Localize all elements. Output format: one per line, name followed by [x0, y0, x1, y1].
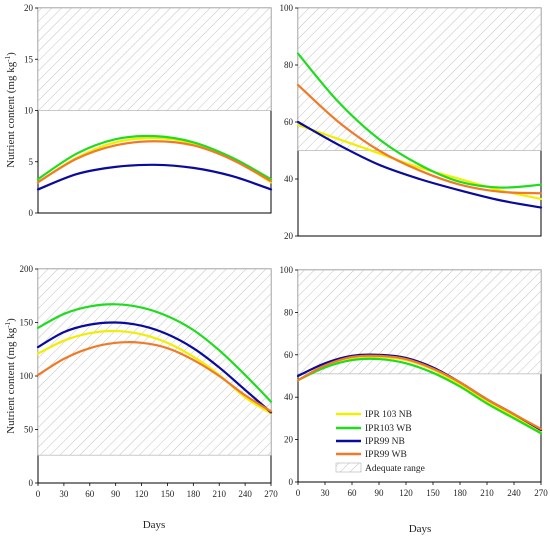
x-axis-title-right: Days: [409, 523, 432, 535]
panel-fe-series-ipr99-wb: [36, 341, 273, 413]
panel-b-ytick-label: 20: [284, 435, 294, 445]
legend-label-ipr99-wb: IPR99 WB: [365, 450, 407, 460]
panel-cu-adequate-range-band: [37, 7, 272, 111]
panel-cu-ytick-label: 15: [24, 54, 34, 64]
x-axis-title-left: Days: [143, 519, 166, 531]
legend-label-adequate-range: Adequate range: [365, 464, 425, 474]
panel-b-xtick-label: 0: [296, 488, 301, 498]
panel-cu-ytick-label: 10: [24, 106, 34, 116]
panel-fe-ytick-label: 150: [20, 318, 34, 328]
panel-cu-ytick-label: 0: [29, 208, 34, 218]
panel-b-xtick-label: 90: [375, 488, 385, 498]
panel-fe-xtick-label: 270: [264, 489, 278, 499]
panel-b-xtick-label: 120: [399, 488, 413, 498]
panel-fe-xtick-label: 120: [135, 489, 149, 499]
panel-fe-adequate-range-band: [37, 268, 272, 456]
panel-mn-marks: 20 40 60 80 100: [280, 3, 543, 241]
legend-label-ipr99-nb: IPR99 NB: [365, 437, 405, 447]
panel-fe-xtick-label: 30: [59, 489, 69, 499]
panel-fe-ytick-label: 50: [24, 425, 34, 435]
panel-cu-marks: 0 5 10 15 20: [24, 3, 273, 218]
panel-b-xtick-label: 240: [507, 488, 521, 498]
panel-cu-ytick-label: 20: [24, 3, 34, 13]
panel-b-ytick-label: 40: [284, 392, 294, 402]
panel-fe-series-ipr103-wb: [36, 303, 273, 403]
panel-cu-series-ipr99-nb: [36, 163, 273, 191]
panel-mn-series-ipr103-wb: [296, 52, 543, 189]
panel-b-xtick-label: 60: [348, 488, 358, 498]
panel-mn-ytick-label: 20: [284, 231, 294, 241]
panel-b-ytick-label: 0: [289, 477, 294, 487]
panel-cu-series-ipr103-wb: [36, 134, 273, 181]
panel-b-ytick-label: 100: [280, 265, 294, 275]
panel-fe-ytick-label: 200: [20, 264, 34, 274]
panel-b-series-ipr103-wb: [296, 357, 543, 435]
panel-fe-xtick-label: 60: [85, 489, 95, 499]
panel-mn-series-ipr99-nb: [296, 120, 543, 209]
panel-b-ytick-label: 60: [284, 350, 294, 360]
panel-mn-adequate-range-band: [297, 7, 542, 151]
panel-fe-ytick-label: 100: [20, 371, 34, 381]
panel-mn-ytick-label: 60: [284, 117, 294, 127]
panel-fe-xtick-label: 240: [238, 489, 252, 499]
panel-mn-series-ipr103-nb: [296, 123, 543, 201]
panel-b-xtick-label: 270: [534, 488, 548, 498]
panel-fe-series-ipr99-nb: [36, 321, 273, 414]
panel-b-adequate-range-band: [297, 269, 542, 375]
panel-cu-ytick-label: 5: [29, 157, 34, 167]
panel-fe-xtick-label: 210: [212, 489, 226, 499]
panel-cu-series-ipr99-wb: [36, 140, 273, 184]
panel-fe-xtick-label: 150: [161, 489, 175, 499]
panel-fe-ytick-label: 0: [29, 478, 34, 488]
panel-b-series-ipr99-wb: [296, 354, 543, 431]
panel-b-xtick-label: 30: [321, 488, 331, 498]
panel-fe-xtick-label: 90: [111, 489, 121, 499]
panel-b-marks: 0 20 40 60 80 100 0 30 60 90 120 150 180 210 240 270: [280, 265, 549, 498]
panel-fe-xtick-label: 180: [187, 489, 201, 499]
panel-mn-series-ipr99-wb: [296, 83, 543, 195]
panel-b-xtick-label: 150: [426, 488, 440, 498]
legend-swatch-adequate-range: [335, 462, 362, 473]
y-axis-title-bottom: Nutrient content (mg kg-1): [4, 318, 17, 434]
legend-label-ipr103-wb: IPR103 WB: [365, 424, 412, 434]
panel-fe-xtick-label: 0: [36, 489, 41, 499]
y-axis-title-top: Nutrient content (mg kg-1): [4, 52, 17, 168]
legend-label-ipr103-nb: IPR 103 NB: [365, 410, 412, 420]
panel-mn-ytick-label: 80: [284, 60, 294, 70]
panel-mn-ytick-label: 40: [284, 174, 294, 184]
panel-b-xtick-label: 210: [480, 488, 494, 498]
panel-fe-marks: 0 50 100 150 200 0 30 60 90 120 150 180 210 240 270: [20, 264, 279, 499]
legend: IPR 103 NB IPR103 WB IPR99 NB IPR99 WB A…: [335, 410, 425, 474]
panel-b-ytick-label: 80: [284, 307, 294, 317]
panel-b-xtick-label: 180: [453, 488, 467, 498]
panel-mn-ytick-label: 100: [280, 3, 294, 13]
